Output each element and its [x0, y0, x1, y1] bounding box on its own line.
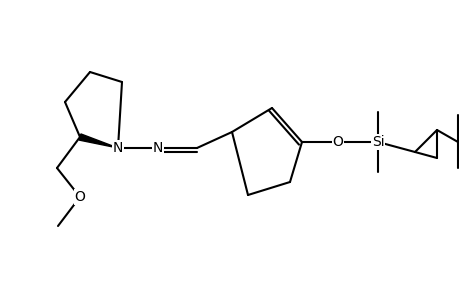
- Text: N: N: [152, 141, 163, 155]
- Text: O: O: [332, 135, 343, 149]
- Text: O: O: [74, 190, 85, 204]
- Polygon shape: [79, 134, 118, 148]
- Text: Si: Si: [371, 135, 383, 149]
- Text: N: N: [112, 141, 123, 155]
